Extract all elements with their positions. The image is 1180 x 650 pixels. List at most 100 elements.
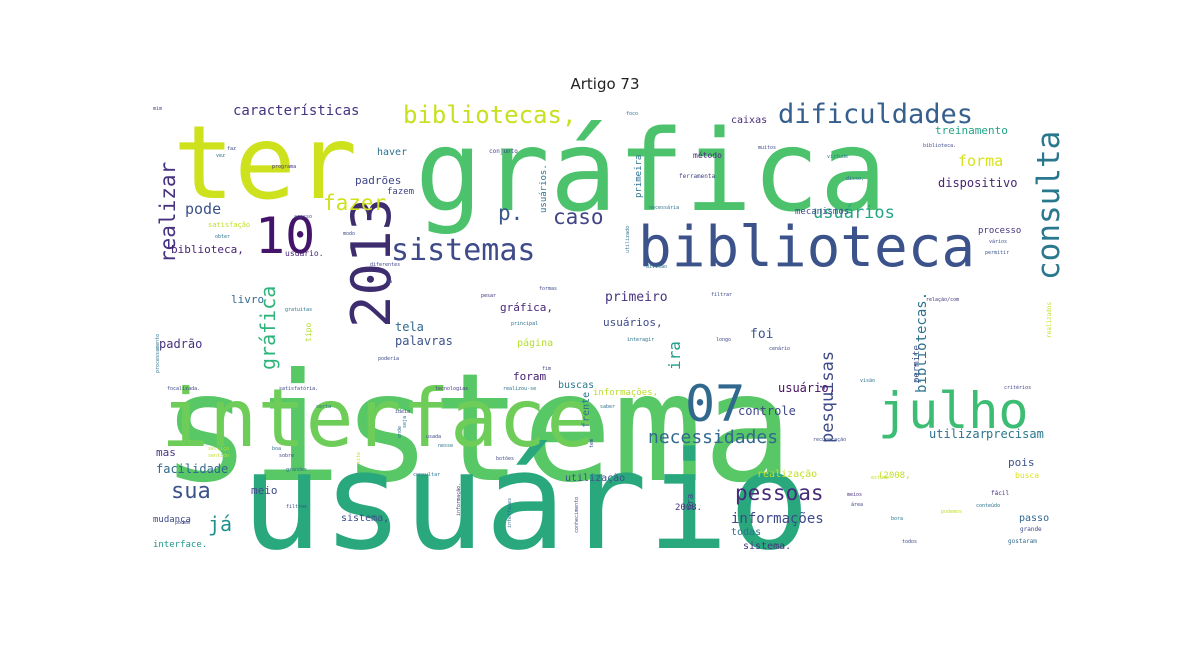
word-sistema: sistema,	[341, 513, 389, 524]
word-pessoas: pessoas	[735, 481, 824, 505]
word-2008: 2008.	[675, 503, 702, 513]
word-utilizar: utilizar	[929, 427, 987, 441]
word-realizacao: realização	[757, 469, 817, 480]
word-servico: serviço	[208, 446, 229, 452]
word-passo: passo	[1019, 513, 1049, 524]
word-gratuitas: gratuitas	[285, 307, 312, 313]
word-consultar: consultar	[413, 472, 440, 478]
word-fazer: fazer	[323, 191, 386, 215]
word-divisao: divisão	[646, 264, 667, 270]
word-faz: faz	[227, 146, 236, 152]
word-grafica: gráfica	[256, 286, 280, 370]
word-todos: todos	[902, 539, 917, 545]
word-pois: pois	[1008, 456, 1035, 469]
word-dispositivo: dispositivo	[938, 176, 1017, 190]
word-conhecimento: conhecimento	[574, 497, 580, 533]
word-caracteristicas: características	[233, 103, 359, 119]
word-pra: pra	[686, 494, 696, 510]
word-facil: fácil	[991, 490, 1009, 497]
word-muitos: muitos	[758, 145, 776, 151]
word-conteudo: conteúdo	[976, 502, 1000, 509]
word-usuarios: usuários.	[539, 164, 549, 213]
word-longo: longo	[716, 337, 731, 343]
word-filtrar: filtrar	[711, 292, 732, 298]
word-estudo: estudo	[871, 475, 889, 481]
word-satisfatoria: satisfatória.	[279, 385, 318, 392]
word-ira: ira	[665, 341, 684, 370]
word-diferentes: diferentes	[370, 262, 400, 268]
word-primeiro: primeiro	[605, 290, 668, 305]
word-foram: foram	[513, 370, 546, 383]
word-podemos: podemos	[941, 509, 962, 515]
word-bora: bora	[891, 516, 903, 522]
word-vez: vez	[216, 153, 225, 159]
word-processo: processo	[978, 226, 1021, 236]
word-acesso: acesso	[294, 214, 312, 220]
word-fazem: fazem	[387, 187, 414, 197]
word-informacoes: informações,	[593, 388, 658, 398]
word-interface: interface.	[153, 540, 207, 550]
word-biblioteca: biblioteca.	[923, 143, 956, 149]
word-interface: interface	[161, 372, 594, 465]
word-busca: busca	[1015, 471, 1039, 480]
word-cloud: sistema usuário gráfica ter interface bibliot…	[153, 98, 1063, 553]
word-sistema: sistema	[161, 342, 793, 516]
word-buscas: buscas	[558, 380, 594, 391]
word-da: dá	[386, 278, 392, 285]
word-interfaces: interfaces	[507, 498, 513, 528]
word-frente: frente	[581, 392, 592, 428]
word-tela: tela	[395, 320, 424, 334]
word-nesse: nesse	[438, 443, 453, 449]
word-mecanismos: mecanismos	[795, 207, 849, 217]
word-usuario: usuário,	[778, 381, 836, 395]
word-informacoes: informações	[731, 511, 824, 527]
word-obter: obter	[215, 234, 230, 240]
word-bibliotecas: bibliotecas,	[403, 101, 576, 129]
word-recuperacao: recuperação	[813, 437, 846, 443]
word-padrao: padrão	[159, 337, 202, 351]
word-programa: programa	[272, 164, 296, 170]
word-07: 07	[685, 375, 745, 433]
word-gostaram: gostaram	[1008, 538, 1037, 545]
word-boa: boa	[272, 446, 281, 452]
word-facilidade: facilidade	[156, 462, 228, 476]
word-permite: permite	[912, 345, 922, 383]
word-foi: foi	[750, 327, 773, 342]
word-sobre: sobre	[279, 453, 294, 459]
word-precisam: precisam	[986, 427, 1044, 441]
word-grandes: grandes	[286, 467, 307, 473]
word-processamento: processamento	[155, 334, 161, 373]
word-2013: 2013	[340, 198, 403, 328]
word-livro: livro	[231, 293, 264, 306]
word-utilizacao: utilização	[565, 473, 625, 484]
word-filtros: filtros	[286, 504, 307, 510]
word-relacao-com: relação/com	[926, 297, 959, 303]
word-necessidades: necessidades	[648, 427, 778, 448]
word-sistemas: sistemas	[391, 233, 536, 268]
word-pode: pode	[185, 200, 221, 218]
word-modo: modo	[343, 231, 355, 237]
word-utilizado: utilizado	[625, 226, 631, 253]
word-usada: usada	[426, 434, 441, 440]
word-meios: meios	[847, 492, 862, 498]
word-realizar: realizar	[156, 162, 180, 263]
word-padroes: padrões	[355, 174, 401, 187]
word-botoes: botões	[496, 456, 514, 462]
word-julho: julho	[878, 382, 1029, 440]
word-area: área	[851, 501, 863, 508]
word-onde: onde	[397, 426, 403, 438]
word-ideia: ideia	[395, 409, 410, 415]
word-usuario: usuário.	[285, 249, 324, 258]
word-mas: mas	[156, 446, 176, 459]
word-ferramenta: ferramenta	[679, 173, 716, 180]
chart-title: Artigo 73	[570, 75, 640, 93]
word-pagina: página	[517, 337, 553, 349]
word-certa: certa	[316, 404, 331, 410]
word-virtude: virtude	[827, 154, 848, 160]
word-dificuldades: dificuldades	[778, 99, 973, 130]
word-conjunto: conjunto	[489, 148, 518, 155]
word-caixas: caixas	[731, 115, 767, 126]
word-sua: sua	[171, 479, 211, 504]
word-realizados: realizados	[1046, 301, 1053, 338]
word-biblioteca: biblioteca	[638, 215, 975, 280]
